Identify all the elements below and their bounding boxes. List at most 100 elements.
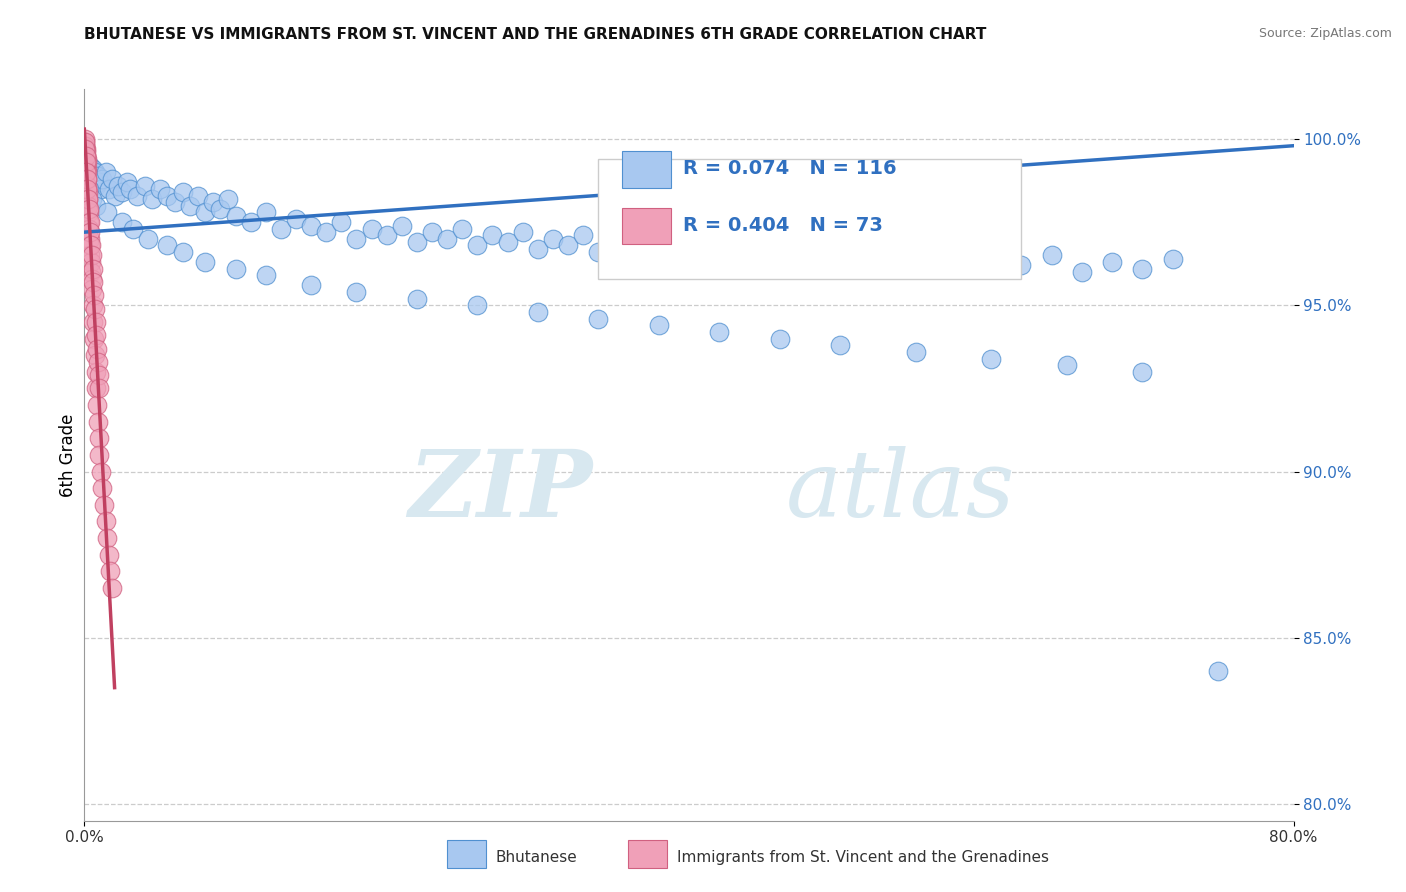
Point [73,142,96,156]
Point [254,205,277,219]
Point [496,235,519,249]
Text: atlas: atlas [786,447,1015,536]
Point [1071,265,1094,279]
Point [87,431,110,445]
Text: R = 0.074   N = 116: R = 0.074 N = 116 [683,159,897,178]
Point [94,165,117,179]
Point [76,172,98,186]
Point [75,149,97,163]
Point [82,172,104,186]
Point [165,195,187,210]
Point [588,245,610,260]
Point [391,219,413,233]
Point [111,215,134,229]
Point [77,198,100,212]
Point [179,198,201,212]
Point [86,381,108,395]
Point [217,192,239,206]
Point [84,165,107,179]
Point [73,136,96,150]
Point [75,155,97,169]
Point [76,159,98,173]
Point [86,398,108,412]
Point [82,161,104,176]
Point [77,202,100,216]
Point [75,145,97,160]
Point [709,325,731,339]
Point [86,328,108,343]
Point [406,235,429,249]
Point [80,238,103,252]
Point [723,242,745,256]
Point [754,238,776,252]
Point [76,161,98,176]
Point [76,165,98,179]
Point [80,169,103,183]
Point [79,215,101,229]
Point [225,261,247,276]
Point [77,205,100,219]
Point [100,581,122,595]
Point [73,136,96,150]
FancyBboxPatch shape [599,159,1021,279]
Point [75,145,97,160]
Point [84,301,107,316]
Point [75,149,97,163]
Point [77,192,100,206]
Point [172,245,194,260]
Point [80,282,103,296]
Point [79,248,101,262]
Bar [628,840,668,868]
Point [647,248,671,262]
Point [254,268,277,283]
Point [80,192,103,206]
Point [90,182,112,196]
Point [156,188,179,202]
Point [693,235,716,249]
Point [80,265,103,279]
Point [76,186,98,200]
Point [904,344,927,359]
Point [406,292,429,306]
Point [75,152,97,166]
Point [98,564,121,578]
Point [512,225,534,239]
Point [890,255,912,269]
Point [769,332,792,346]
Point [467,298,489,312]
Point [420,225,443,239]
Point [82,275,104,289]
Point [83,288,105,302]
Point [527,305,550,319]
Point [76,182,98,196]
Point [346,232,368,246]
Point [91,172,114,186]
Point [436,232,458,246]
Point [201,195,224,210]
Point [738,248,761,262]
Text: Bhutanese: Bhutanese [495,850,578,864]
Point [980,351,1002,366]
Point [75,138,97,153]
Point [315,225,337,239]
Point [87,415,110,429]
Point [75,155,97,169]
Point [84,365,107,379]
Point [467,238,489,252]
Point [647,318,671,333]
Text: ZIP: ZIP [408,447,592,536]
Point [75,149,97,163]
Point [86,178,108,193]
Point [1206,664,1229,678]
Point [527,242,550,256]
Point [77,182,100,196]
Point [79,159,101,173]
Point [299,219,322,233]
Point [75,142,97,156]
Point [769,255,792,269]
Point [82,298,104,312]
Point [80,175,103,189]
Point [91,481,114,495]
Point [87,368,110,383]
Point [920,245,942,260]
